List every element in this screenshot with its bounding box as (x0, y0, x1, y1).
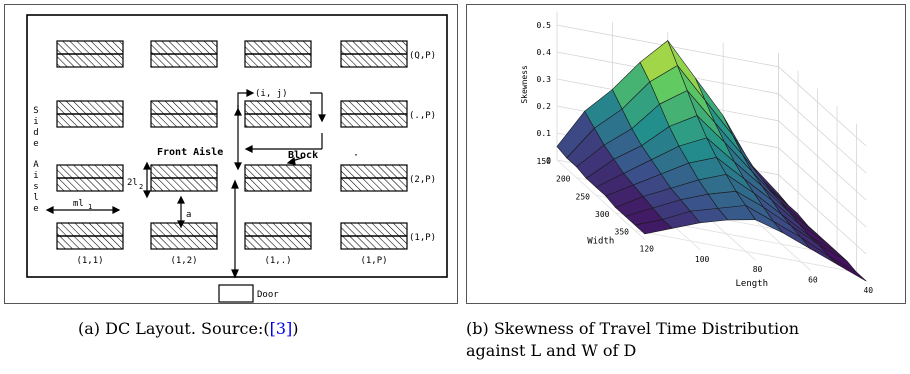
svg-text:ml: ml (73, 199, 84, 209)
caption-b-line1: (b) Skewness of Travel Time Distribution (466, 319, 800, 338)
width-tick-label: 300 (595, 210, 610, 219)
z-tick-label: 0.2 (537, 102, 552, 111)
column-label: (1,1) (76, 256, 103, 266)
storage-block (244, 100, 312, 128)
row-label: (1,P) (409, 233, 436, 243)
z-tick-label: 0.1 (537, 129, 552, 138)
storage-block (150, 40, 218, 68)
surface-patch (828, 256, 867, 282)
skewness-surface-chart: 0 0.1 0.2 0.3 0.4 0.5 150 200 250 300 350 120 100 80 6… (520, 11, 874, 295)
length-tick-label: 100 (695, 255, 710, 264)
dot-mark: · (353, 150, 359, 161)
surface-patch (818, 244, 857, 273)
surface-mesh (556, 40, 867, 282)
column-label: (1,.) (264, 256, 291, 266)
length-tick-label: 40 (863, 286, 873, 295)
dim-a-label: a (186, 210, 191, 220)
caption-a: (a) DC Layout. Source:([3]) (78, 318, 299, 340)
dim-ml1-label: ml 1 (73, 199, 92, 211)
storage-block (340, 164, 408, 192)
length-tick-label: 120 (640, 244, 655, 253)
width-axis-label: Width (587, 236, 614, 246)
z-tick-label: 0.5 (537, 21, 552, 30)
door (218, 284, 254, 303)
storage-blocks (56, 40, 408, 250)
z-tick-label: 0 (546, 156, 551, 165)
block-label: Block (288, 150, 318, 161)
travel-path (45, 89, 326, 279)
storage-block (56, 222, 124, 250)
citation-link[interactable]: [3] (269, 319, 293, 338)
warehouse-outline (26, 14, 448, 278)
svg-text:2l: 2l (127, 178, 138, 188)
storage-block (340, 222, 408, 250)
storage-block (150, 222, 218, 250)
row-label: (Q,P) (409, 51, 436, 61)
column-label: (1,P) (360, 256, 387, 266)
storage-block (150, 100, 218, 128)
storage-block (340, 100, 408, 128)
storage-block (340, 40, 408, 68)
column-label: (1,2) (170, 256, 197, 266)
skewness-plot-panel: 0 0.1 0.2 0.3 0.4 0.5 150 200 250 300 350 120 100 80 6… (466, 4, 906, 304)
row-label: (2,P) (409, 175, 436, 185)
width-tick-label: 350 (615, 228, 630, 237)
storage-block (150, 164, 218, 192)
length-tick-label: 80 (753, 265, 763, 274)
storage-block (244, 164, 312, 192)
storage-block (56, 164, 124, 192)
width-tick-label: 250 (576, 192, 591, 201)
storage-block (56, 40, 124, 68)
storage-block (56, 100, 124, 128)
caption-a-text: (a) DC Layout. Source:( (78, 319, 270, 338)
storage-block (244, 222, 312, 250)
front-aisle-label: Front Aisle (157, 146, 223, 158)
svg-text:2: 2 (139, 183, 143, 191)
caption-a-close: ) (292, 319, 299, 338)
length-tick-label: 60 (808, 276, 818, 285)
bottom-labels: (1,1) (1,2) (1,.) (1,P) (76, 256, 387, 266)
row-labels: (Q,P) (.,P) (2,P) (1,P) (409, 51, 436, 243)
z-axis-label: Skewness (520, 65, 529, 104)
axis-ticks: 0 0.1 0.2 0.3 0.4 0.5 150 200 250 300 350 120 100 80 6… (537, 21, 874, 295)
width-tick-label: 200 (556, 175, 571, 184)
cell-ij-label: (i, j) (255, 89, 288, 99)
caption-b: (b) Skewness of Travel Time Distribution… (466, 318, 910, 362)
storage-block (244, 40, 312, 68)
length-axis-label: Length (736, 279, 769, 289)
dim-2l2-label: 2l 2 (127, 178, 143, 191)
width-tick-label: 150 (537, 157, 552, 166)
z-tick-label: 0.4 (537, 48, 552, 57)
door-label: Door (257, 290, 279, 300)
caption-b-line2: against L and W of D (466, 341, 637, 360)
z-tick-label: 0.3 (537, 75, 552, 84)
row-label: (.,P) (409, 111, 436, 121)
svg-text:1: 1 (88, 203, 92, 211)
